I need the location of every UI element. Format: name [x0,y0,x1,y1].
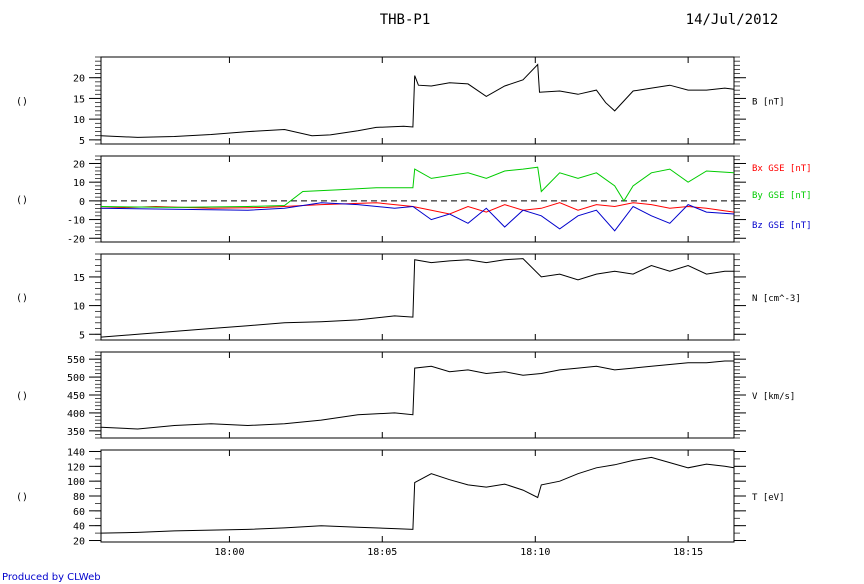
y-tick-label: 140 [67,447,85,458]
y-axis-label: B [nT] [752,98,785,108]
panel-frame [100,56,735,145]
x-tick-label: 18:00 [214,547,244,558]
y-tick-label: 20 [73,537,85,548]
y-tick-label: 450 [67,391,85,402]
y-tick-label: 15 [73,94,85,105]
y-tick-label: 350 [67,427,85,438]
panel-T: 20 40 60 80 100 120 140 () T [eV] [16,447,785,547]
left-axis-label: () [16,391,28,402]
series-line-N-0 [100,258,734,338]
credit-label: Produced by CLWeb [2,572,101,583]
series-line-BGSE-2 [100,202,735,232]
left-axis-label: () [16,293,28,304]
panel-B: 5 10 15 20 () B [nT] [16,56,785,147]
x-tick-label: 18:10 [520,547,550,558]
legend-label: By GSE [nT] [752,191,812,201]
y-tick-label: -20 [67,234,85,245]
y-tick-label: 10 [73,115,85,126]
y-tick-label: 60 [73,507,85,518]
y-tick-label: 15 [73,273,85,284]
y-axis-label: T [eV] [752,493,785,503]
y-tick-label: 80 [73,492,85,503]
y-tick-label: 5 [79,136,85,147]
y-tick-label: 40 [73,522,85,533]
y-tick-label: 100 [67,477,85,488]
left-axis-label: () [16,492,28,503]
left-axis-label: () [16,97,28,108]
panel-V: 350 400 450 500 550 () V [km/s] [16,351,795,439]
x-tick-label: 18:15 [673,547,703,558]
y-tick-label: 10 [73,302,85,313]
series-line-BGSE-0 [100,202,735,215]
panel-BGSE: -20 -10 0 10 20 () Bx GSE [nT] By GSE [nT] Bz GS… [16,155,812,245]
series-line-BGSE-1 [100,166,735,208]
y-tick-label: 20 [73,159,85,170]
panel-frame [100,351,735,439]
y-tick-label: 400 [67,409,85,420]
panel-frame [100,449,735,543]
y-tick-label: 0 [79,197,85,208]
left-axis-label: () [16,195,28,206]
legend-label: Bz GSE [nT] [752,221,812,231]
legend-label: Bx GSE [nT] [752,164,812,174]
y-tick-label: 5 [79,330,85,341]
time-axis: 18:00 18:05 18:10 18:15 [214,547,703,558]
panels-group: 5 10 15 20 () B [nT] -20 -10 0 10 20 () Bx GSE [nT] B… [16,56,812,548]
date-label: 14/Jul/2012 [686,12,779,28]
y-tick-label: 550 [67,355,85,366]
panel-N: 5 10 15 () N [cm^-3] [16,253,801,341]
series-line-B-0 [100,63,735,138]
y-axis-label: V [km/s] [752,392,795,402]
series-line-V-0 [100,360,734,430]
y-tick-label: 120 [67,462,85,473]
y-tick-label: -10 [67,216,85,227]
probe-title: THB-P1 [380,12,431,28]
x-tick-label: 18:05 [367,547,397,558]
y-tick-label: 20 [73,74,85,85]
panel-frame [100,155,735,243]
panel-frame [100,253,735,341]
series-line-T-0 [100,456,735,534]
y-tick-label: 10 [73,178,85,189]
y-tick-label: 500 [67,373,85,384]
y-axis-label: N [cm^-3] [752,294,801,304]
